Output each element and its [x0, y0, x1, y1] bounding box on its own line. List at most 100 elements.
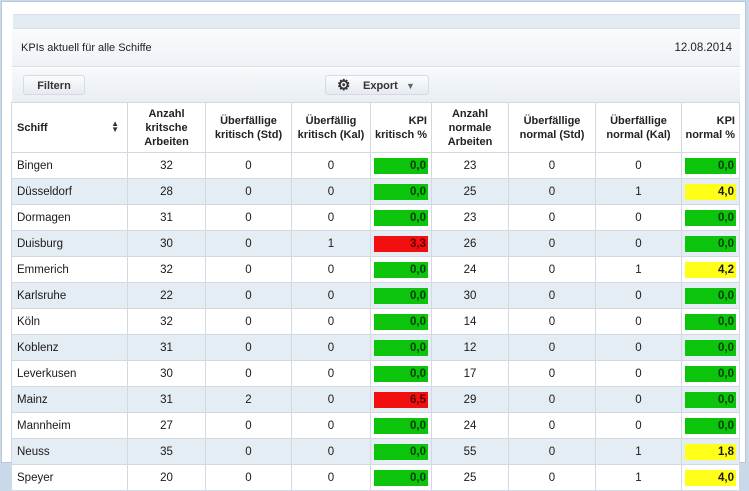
cell-normal-count: 55: [431, 438, 509, 465]
cell-overdue-crit-cal: 0: [291, 412, 371, 439]
table-row[interactable]: Mainz 31 2 0 6,5 29 0 0 0,0: [11, 386, 740, 413]
cell-overdue-crit-std: 0: [205, 412, 292, 439]
top-strip: [13, 14, 740, 29]
cell-overdue-crit-cal: 0: [291, 464, 371, 491]
cell-overdue-crit-std: 0: [205, 308, 292, 335]
cell-ship: Koblenz: [11, 334, 128, 361]
table-row[interactable]: Neuss 35 0 0 0,0 55 0 1 1,8: [11, 438, 740, 465]
cell-kpi-crit: 0,0: [370, 308, 432, 335]
cell-overdue-normal-std: 0: [508, 412, 596, 439]
cell-ship: Bingen: [11, 152, 128, 179]
table-row[interactable]: Bingen 32 0 0 0,0 23 0 0 0,0: [11, 152, 740, 179]
filter-button[interactable]: Filtern: [23, 75, 85, 95]
cell-crit-count: 20: [127, 464, 206, 491]
cell-ship: Leverkusen: [11, 360, 128, 387]
kpi-badge: 1,8: [685, 443, 736, 460]
cell-crit-count: 27: [127, 412, 206, 439]
kpi-badge: 0,0: [685, 391, 736, 408]
table-row[interactable]: Karlsruhe 22 0 0 0,0 30 0 0 0,0: [11, 282, 740, 309]
cell-overdue-normal-std: 0: [508, 282, 596, 309]
table-row[interactable]: Speyer 20 0 0 0,0 25 0 1 4,0: [11, 464, 740, 491]
cell-overdue-crit-std: 0: [205, 152, 292, 179]
cell-kpi-crit: 6,5: [370, 386, 432, 413]
cell-overdue-crit-cal: 0: [291, 334, 371, 361]
table-row[interactable]: Mannheim 27 0 0 0,0 24 0 0 0,0: [11, 412, 740, 439]
cell-kpi-crit: 0,0: [370, 178, 432, 205]
cell-ship: Neuss: [11, 438, 128, 465]
table-row[interactable]: Düsseldorf 28 0 0 0,0 25 0 1 4,0: [11, 178, 740, 205]
table-row[interactable]: Koblenz 31 0 0 0,0 12 0 0 0,0: [11, 334, 740, 361]
column-header-normal-count[interactable]: Anzahl normale Arbeiten: [431, 102, 509, 153]
table-row[interactable]: Duisburg 30 0 1 3,3 26 0 0 0,0: [11, 230, 740, 257]
cell-crit-count: 31: [127, 386, 206, 413]
kpi-badge: 0,0: [374, 183, 428, 200]
cell-overdue-crit-std: 0: [205, 282, 292, 309]
cell-ship: Karlsruhe: [11, 282, 128, 309]
cell-overdue-crit-cal: 1: [291, 230, 371, 257]
cell-kpi-normal: 0,0: [681, 152, 740, 179]
table-row[interactable]: Köln 32 0 0 0,0 14 0 0 0,0: [11, 308, 740, 335]
kpi-badge: 0,0: [374, 287, 428, 304]
table-row[interactable]: Emmerich 32 0 0 0,0 24 0 1 4,2: [11, 256, 740, 283]
cell-overdue-crit-cal: 0: [291, 282, 371, 309]
cell-overdue-crit-std: 0: [205, 256, 292, 283]
kpi-badge: 0,0: [374, 443, 428, 460]
cell-normal-count: 29: [431, 386, 509, 413]
cell-overdue-crit-std: 0: [205, 360, 292, 387]
kpi-badge: 0,0: [374, 261, 428, 278]
kpi-badge: 0,0: [685, 365, 736, 382]
cell-kpi-crit: 0,0: [370, 204, 432, 231]
cell-overdue-normal-std: 0: [508, 386, 596, 413]
column-header-crit-count[interactable]: Anzahl kritsche Arbeiten: [127, 102, 206, 153]
cell-kpi-normal: 0,0: [681, 204, 740, 231]
sort-icon[interactable]: ▲ ▼: [111, 119, 119, 134]
cell-overdue-normal-cal: 0: [595, 386, 682, 413]
kpi-badge: 0,0: [685, 157, 736, 174]
column-header-overdue-crit-std[interactable]: Überfällige kritisch (Std): [205, 102, 292, 153]
kpi-badge: 0,0: [374, 209, 428, 226]
kpi-badge: 0,0: [685, 339, 736, 356]
column-header-kpi-normal[interactable]: KPI normal %: [681, 102, 740, 153]
cell-kpi-normal: 0,0: [681, 282, 740, 309]
cell-overdue-normal-cal: 0: [595, 230, 682, 257]
panel-header: KPIs aktuell für alle Schiffe 12.08.2014: [12, 30, 740, 67]
cell-overdue-normal-std: 0: [508, 230, 596, 257]
cell-kpi-normal: 0,0: [681, 360, 740, 387]
gear-icon: ⚙: [337, 77, 351, 94]
column-header-kpi-crit[interactable]: KPI kritisch %: [370, 102, 432, 153]
column-header-ship[interactable]: Schiff ▲ ▼: [11, 102, 128, 153]
cell-overdue-crit-std: 0: [205, 178, 292, 205]
cell-normal-count: 17: [431, 360, 509, 387]
kpi-badge: 4,2: [685, 261, 736, 278]
cell-crit-count: 31: [127, 334, 206, 361]
export-label: Export: [363, 80, 398, 92]
table-row[interactable]: Dormagen 31 0 0 0,0 23 0 0 0,0: [11, 204, 740, 231]
kpi-badge: 3,3: [374, 235, 428, 252]
column-header-overdue-normal-std[interactable]: Überfällige normal (Std): [508, 102, 596, 153]
cell-kpi-normal: 0,0: [681, 308, 740, 335]
cell-overdue-normal-cal: 1: [595, 464, 682, 491]
cell-kpi-normal: 0,0: [681, 412, 740, 439]
cell-overdue-crit-std: 2: [205, 386, 292, 413]
cell-overdue-normal-std: 0: [508, 152, 596, 179]
kpi-badge: 0,0: [374, 365, 428, 382]
cell-overdue-crit-cal: 0: [291, 256, 371, 283]
cell-normal-count: 25: [431, 464, 509, 491]
column-header-label: Schiff: [17, 121, 48, 134]
kpi-badge: 0,0: [374, 417, 428, 434]
cell-crit-count: 30: [127, 230, 206, 257]
table-row[interactable]: Leverkusen 30 0 0 0,0 17 0 0 0,0: [11, 360, 740, 387]
cell-kpi-crit: 0,0: [370, 282, 432, 309]
panel-date: 12.08.2014: [674, 42, 732, 54]
cell-overdue-normal-std: 0: [508, 464, 596, 491]
cell-kpi-crit: 0,0: [370, 152, 432, 179]
cell-overdue-normal-cal: 1: [595, 178, 682, 205]
column-header-overdue-crit-cal[interactable]: Überfällig kritisch (Kal): [291, 102, 371, 153]
cell-crit-count: 22: [127, 282, 206, 309]
kpi-table: Schiff ▲ ▼ Anzahl kritsche Arbeiten Überf…: [11, 102, 740, 491]
export-button[interactable]: ⚙ Export ▼: [325, 75, 429, 95]
column-header-overdue-normal-cal[interactable]: Überfällige normal (Kal): [595, 102, 682, 153]
cell-ship: Dormagen: [11, 204, 128, 231]
kpi-badge: 0,0: [374, 157, 428, 174]
cell-kpi-crit: 0,0: [370, 360, 432, 387]
